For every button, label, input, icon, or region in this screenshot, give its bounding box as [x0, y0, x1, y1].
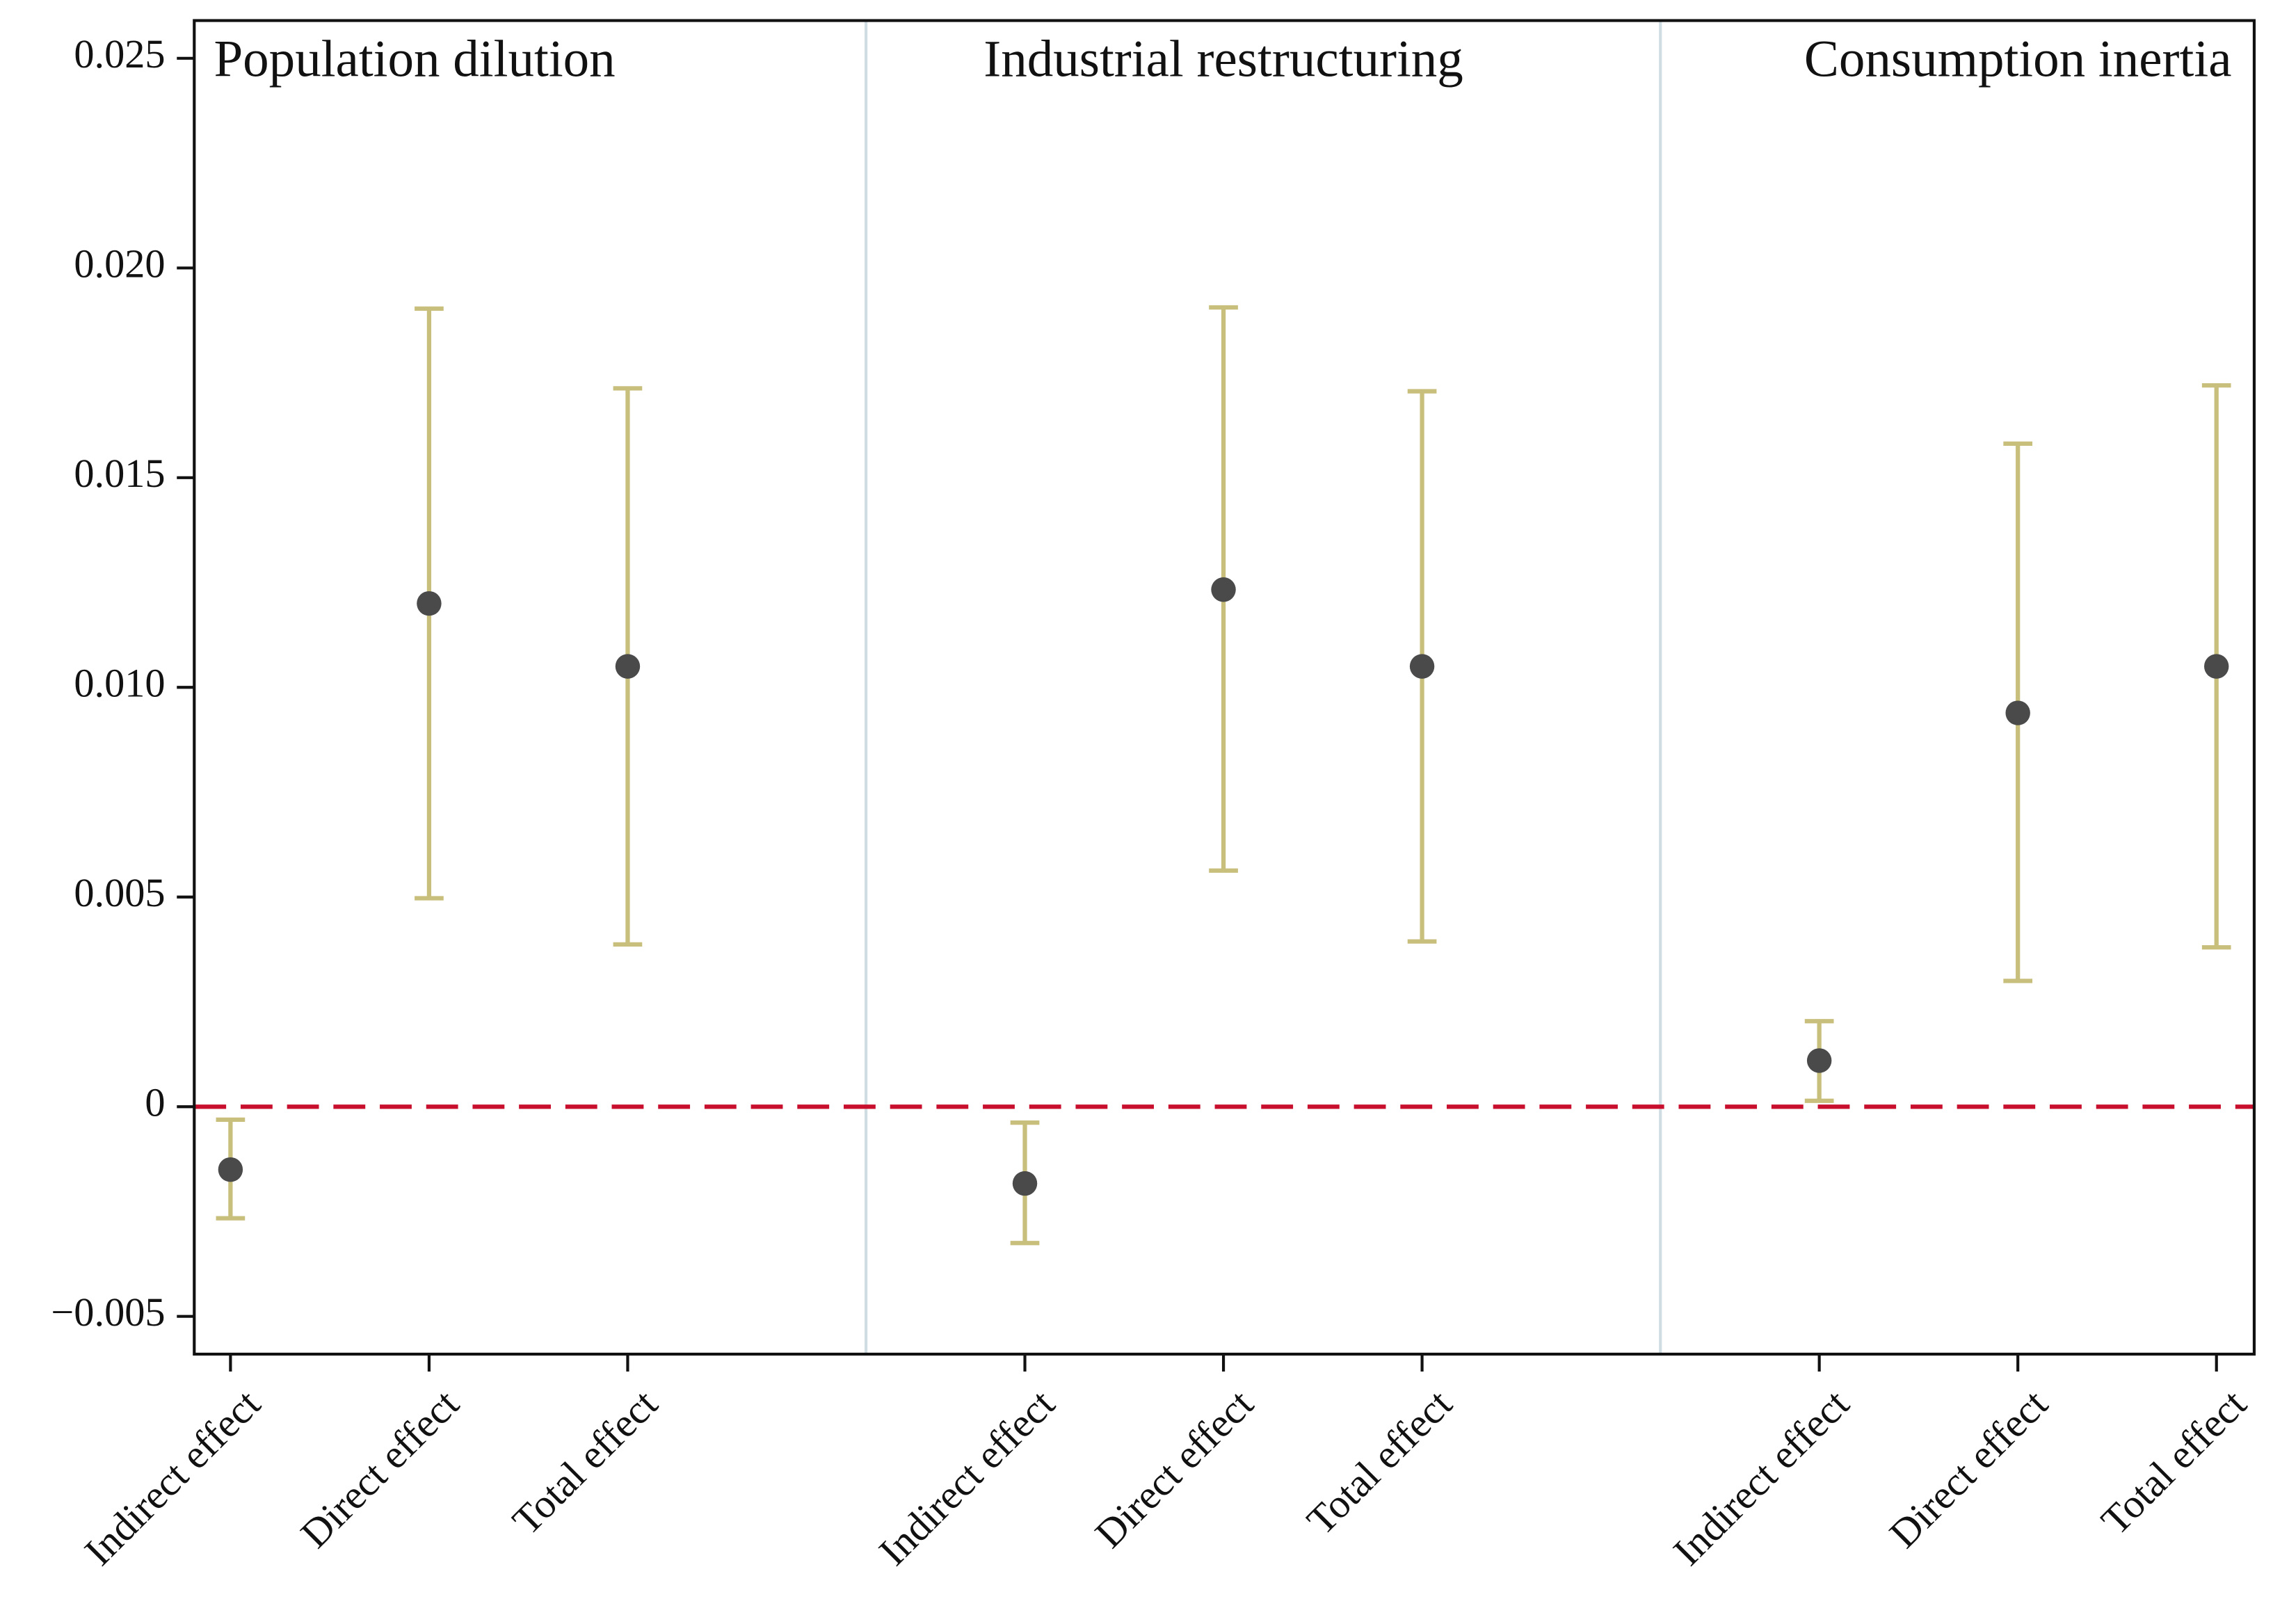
point — [615, 654, 641, 679]
panel-title: Population dilution — [214, 30, 615, 88]
panel-title: Consumption inertia — [1804, 30, 2232, 88]
x-tick-label: Total effect — [504, 1381, 666, 1543]
point — [417, 590, 442, 616]
panel-title: Industrial restructuring — [983, 30, 1463, 88]
point — [1409, 654, 1435, 679]
point — [2204, 654, 2229, 679]
point — [218, 1157, 243, 1182]
x-tick-label: Direct effect — [1881, 1381, 2056, 1556]
point — [1806, 1048, 1832, 1073]
y-tick-label: 0.010 — [74, 661, 165, 706]
y-tick-label: 0.005 — [74, 870, 165, 915]
point — [1012, 1171, 1038, 1196]
x-tick-label: Total effect — [1298, 1381, 1461, 1543]
point — [1211, 577, 1236, 602]
y-tick-label: 0.020 — [74, 241, 165, 287]
x-tick-label: Indirect effect — [870, 1381, 1063, 1574]
x-tick-label: Indirect effect — [1664, 1381, 1858, 1574]
y-tick-label: 0 — [145, 1080, 165, 1125]
point — [2005, 700, 2030, 725]
plot-frame — [193, 19, 2256, 1356]
x-tick-label: Direct effect — [292, 1381, 467, 1556]
x-tick-label: Indirect effect — [76, 1381, 269, 1574]
x-tick-label: Direct effect — [1086, 1381, 1262, 1556]
y-tick-label: 0.025 — [74, 31, 165, 77]
y-tick-label: 0.015 — [74, 451, 165, 496]
y-tick-label: −0.005 — [51, 1289, 165, 1335]
x-tick-label: Total effect — [2092, 1381, 2255, 1543]
